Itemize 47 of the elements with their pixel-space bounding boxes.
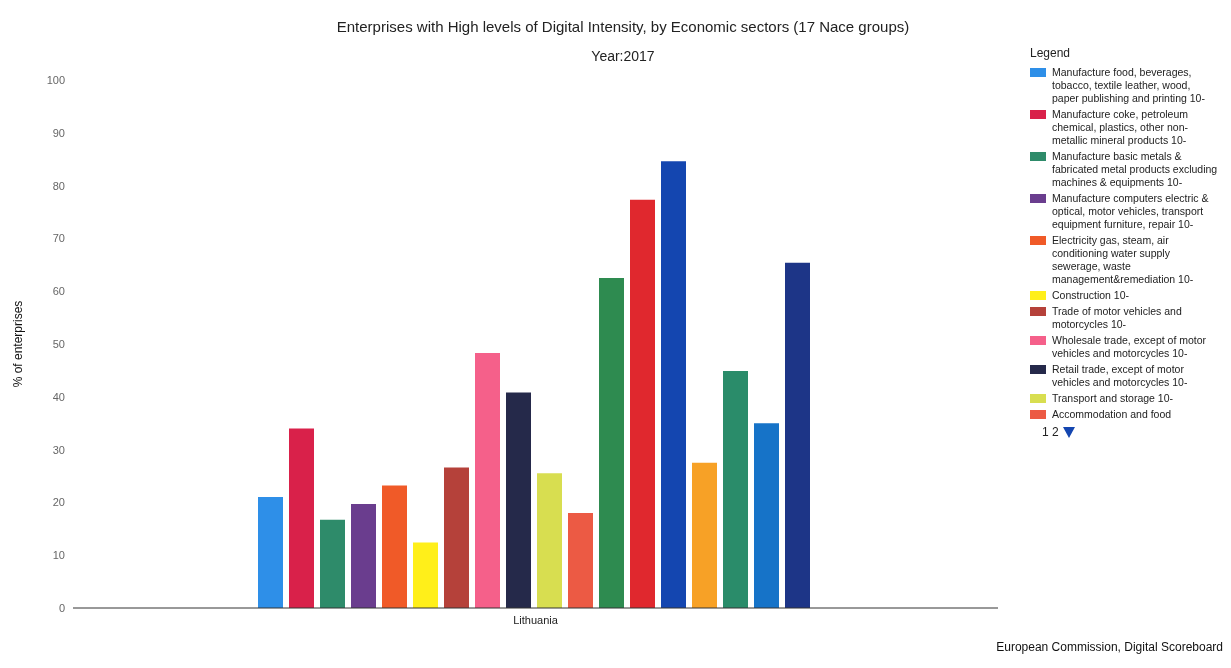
bar	[475, 352, 500, 608]
legend-label: Transport and storage 10-	[1052, 392, 1174, 405]
y-tick-label: 100	[46, 73, 65, 86]
legend-label: Construction 10-	[1052, 289, 1130, 302]
bar	[630, 199, 655, 608]
y-tick-label: 0	[58, 601, 65, 614]
legend-label: Accommodation and food	[1052, 408, 1172, 421]
text: European Commission, Digital Scoreboard	[996, 640, 1223, 654]
legend-label: Manufacture computers electric & optical, motor vehicles, transport equipment furniture, repair 10-	[1052, 192, 1210, 231]
bar	[723, 370, 748, 608]
legend-label: Manufacture food, beverages, tobacco, textile leather, wood, paper publishing and printing 10-	[1052, 66, 1206, 105]
bar	[506, 392, 531, 608]
bar	[258, 497, 283, 608]
bar	[754, 423, 779, 608]
bar	[413, 542, 438, 608]
y-tick-label: 70	[52, 232, 65, 245]
legend-label: Retail trade, except of motor vehicles and motorcycles 10-	[1052, 363, 1189, 389]
bar	[289, 428, 314, 608]
x-tick-label: Lithuania	[513, 613, 559, 626]
bar	[444, 467, 469, 608]
bar	[661, 161, 686, 608]
legend-label: Electricity gas, steam, air conditioning water supply sewerage, waste management&remediation 10-	[1052, 234, 1195, 286]
legend-label: Wholesale trade, except of motor vehicles and motorcycles 10-	[1052, 334, 1208, 360]
y-tick-label: 20	[52, 496, 65, 509]
bar	[599, 278, 624, 608]
y-tick-label: 90	[52, 126, 65, 139]
y-axis-title: % of enterprises	[11, 300, 26, 388]
y-tick-label: 40	[52, 390, 65, 403]
y-tick-label: 80	[52, 179, 65, 192]
bar	[382, 485, 407, 608]
bar	[537, 473, 562, 608]
bar	[785, 262, 810, 608]
y-tick-label: 30	[52, 443, 65, 456]
bar	[320, 519, 345, 608]
legend-label: Manufacture coke, petroleum chemical, plastics, other non-metallic mineral products 10-	[1052, 108, 1189, 147]
bar	[568, 512, 593, 608]
legend-label: Manufacture basic metals & fabricated metal products excluding machines & equipments 10-	[1052, 150, 1219, 189]
legend-title: Legend	[1030, 46, 1072, 60]
chart-title: Enterprises with High levels of Digital Intensity, by Economic sectors (17 Nace groups)	[335, 18, 911, 35]
chart-subtitle: Year:2017	[591, 48, 655, 64]
legend-label: Trade of motor vehicles and motorcycles 10-	[1052, 305, 1183, 331]
y-tick-label: 10	[52, 549, 65, 562]
y-tick-label: 50	[52, 337, 65, 350]
text: 1 2	[1042, 425, 1059, 439]
y-tick-label: 60	[52, 285, 65, 298]
bar	[351, 503, 376, 608]
bar	[692, 462, 717, 608]
